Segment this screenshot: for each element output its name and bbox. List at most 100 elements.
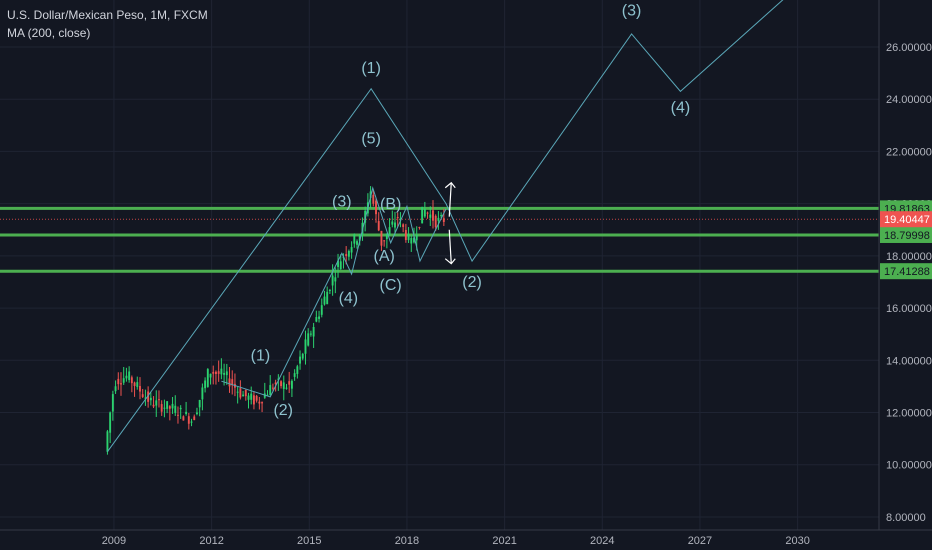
candle-body (350, 247, 353, 253)
candle-body (429, 214, 432, 218)
candle-body (182, 416, 185, 421)
candle-body (111, 394, 114, 412)
candle-body (377, 221, 380, 231)
time-tick-label: 2024 (590, 535, 614, 547)
candle-body (407, 234, 410, 241)
candle-body (280, 381, 283, 387)
candle-body (418, 226, 421, 228)
candle-body (271, 387, 274, 389)
candle-body (247, 395, 250, 400)
candle-body (307, 333, 310, 346)
time-axis[interactable]: 2009 2012 2015 2018 2021 2024 2027 2030 (102, 535, 810, 547)
candle-body (242, 394, 245, 397)
price-tick-label: 26.00000 (886, 42, 932, 54)
arrow-down-shaft (448, 229, 452, 264)
candle-body (399, 218, 402, 221)
wave-label: (3) (332, 193, 352, 210)
candle-body (209, 373, 212, 378)
candle-body (193, 416, 196, 421)
candle-body (244, 389, 247, 397)
wave-label: (5) (361, 131, 381, 148)
candle-body (225, 371, 228, 376)
candle-body (141, 394, 144, 397)
arrow-down-head (444, 258, 456, 265)
candle-body (413, 237, 415, 243)
candle-body (166, 401, 169, 409)
wave-labels: (1) (5) (3) (B) (A) (C) (4) (2) (1) (2) (3) (4) (251, 3, 691, 419)
indicator-legend[interactable]: MA (200, close) (7, 26, 91, 40)
candle-body (252, 395, 255, 405)
candle-body (120, 383, 122, 385)
candle-body (204, 380, 207, 389)
candle-body (442, 218, 445, 222)
wave-label: (B) (380, 196, 401, 213)
candle-body (117, 378, 120, 385)
level-price-tag-bg (880, 226, 932, 243)
candle-body (326, 291, 329, 305)
chart-grid (0, 0, 879, 530)
candle-body (255, 395, 258, 401)
candle-body (155, 400, 158, 406)
time-tick-label: 2012 (199, 535, 223, 547)
candle-body (358, 234, 361, 241)
candle-body (296, 366, 299, 374)
time-tick-label: 2018 (395, 535, 419, 547)
candle-body (437, 217, 440, 221)
arrow-up-head (444, 181, 456, 189)
candle-body (158, 399, 160, 401)
wave-label: (A) (373, 248, 394, 265)
candle-body (415, 235, 418, 241)
candle-body (440, 215, 443, 217)
candle-body (380, 230, 383, 246)
candle-body (396, 217, 399, 219)
elliott-wave-minor (221, 186, 447, 398)
wave-label: (3) (622, 3, 642, 20)
candle-body (128, 371, 131, 381)
candle-body (130, 377, 133, 384)
candle-body (299, 356, 302, 364)
candle-body (206, 369, 209, 387)
price-axis[interactable]: 8.00000 10.00000 12.00000 14.00000 16.00000 1… (886, 42, 932, 524)
candle-body (269, 385, 272, 396)
candle-body (410, 238, 413, 244)
candle-body (331, 275, 334, 286)
candle-body (236, 391, 239, 393)
candle-body (179, 407, 182, 410)
candle-body (404, 229, 407, 240)
price-tick-label: 16.00000 (886, 303, 932, 315)
candle-body (293, 373, 296, 377)
candle-body (239, 388, 242, 398)
candle-body (147, 391, 150, 402)
candle-body (133, 382, 136, 386)
candle-body (432, 210, 434, 221)
candle-body (114, 386, 117, 392)
horizontal-levels (0, 206, 879, 273)
level-price-tag-text: 18.79998 (884, 230, 930, 242)
symbol-title[interactable]: U.S. Dollar/Mexican Peso, 1M, FXCM (7, 8, 208, 22)
candle-body (185, 411, 188, 415)
candle-body (261, 402, 264, 404)
time-tick-label: 2027 (688, 535, 712, 547)
candle-body (220, 368, 223, 375)
candle-body (312, 326, 315, 337)
arrow-up-shaft (448, 182, 452, 217)
wave-label: (2) (462, 274, 482, 291)
price-tick-label: 12.00000 (886, 408, 932, 420)
candle-body (356, 241, 358, 245)
candle-body (423, 209, 426, 217)
candle-body (285, 387, 288, 389)
candle-body (304, 339, 307, 354)
wave-label: (C) (380, 277, 402, 294)
price-tick-label: 14.00000 (886, 355, 932, 367)
candle-body (144, 397, 147, 399)
candle-body (196, 412, 198, 415)
candle-body (353, 234, 356, 244)
wave-label: (1) (361, 60, 381, 77)
candle-body (402, 224, 405, 227)
price-tick-label: 8.00000 (886, 512, 926, 524)
candle-body (223, 372, 226, 375)
candle-body (388, 227, 391, 235)
candle-body (163, 407, 166, 409)
